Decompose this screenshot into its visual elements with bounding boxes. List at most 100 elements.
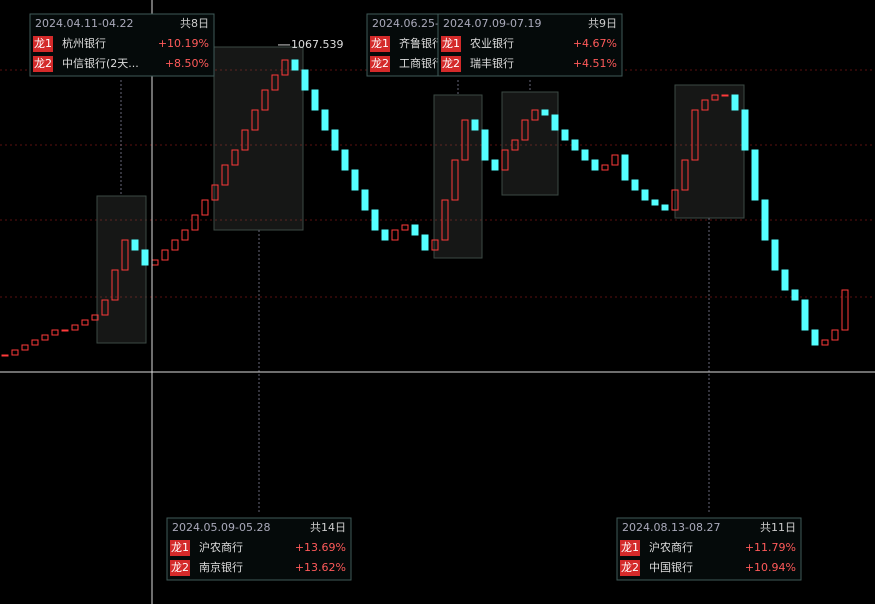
candle [641,189,649,201]
date-range: 2024.05.09-05.28 [172,521,270,534]
stock-name: 杭州银行 [62,36,106,50]
pct-change: +8.50% [165,57,209,70]
rank: 龙2 [34,57,52,70]
stock-name: 中国银行 [649,560,693,574]
candle [711,94,719,101]
candle [181,229,189,241]
peak-label: 1067.539 [291,38,344,51]
candle [1,354,9,357]
candle [741,109,749,151]
candle [531,109,539,121]
rank-badge [441,56,461,72]
candle [111,269,119,301]
candle [351,169,359,191]
candle [281,59,289,76]
candle [751,149,759,201]
candle [101,299,109,316]
rank-badge [370,36,390,52]
candle [471,119,479,131]
rank-badge [620,540,640,556]
stock-name: 农业银行 [470,36,514,50]
candle [491,159,499,171]
rank: 龙1 [442,37,460,50]
day-count: 共11日 [760,521,796,534]
candle [651,199,659,206]
candle [701,99,709,111]
candle [431,239,439,251]
candle [631,179,639,191]
candle [11,349,19,356]
candle [621,154,629,181]
candle [561,129,569,141]
candle [171,239,179,251]
candle [601,164,609,171]
rank: 龙2 [621,561,639,574]
candle [811,329,819,346]
candle [761,199,769,241]
candle [321,109,329,131]
candle [241,129,249,151]
candle [591,159,599,171]
highlight-zone [213,46,304,231]
candle [681,159,689,191]
candle [341,149,349,171]
pct-change: +13.62% [295,561,346,574]
candle [481,129,489,161]
candle [781,269,789,291]
candle [91,314,99,321]
candle [271,74,279,91]
rank: 龙1 [171,541,189,554]
candle [451,159,459,201]
pct-change: +13.69% [295,541,346,554]
candle [511,139,519,151]
candle [371,209,379,231]
candle [361,189,369,211]
pct-change: +4.67% [573,37,617,50]
stock-name: 中信银行(2天... [62,56,139,70]
rank-badge [620,560,640,576]
candle [461,119,469,161]
box-bg [29,13,215,77]
candle [141,249,149,266]
rank-badge [170,540,190,556]
candle [51,329,59,336]
candle [331,129,339,151]
rank-badge [33,56,53,72]
candle [671,189,679,211]
candle [41,334,49,341]
date-range: 2024.06.25-0 [372,17,446,30]
candle [251,109,259,131]
candle [551,114,559,131]
pct-change: +11.79% [745,541,796,554]
candle [311,89,319,111]
candle [841,289,849,331]
candle [501,149,509,171]
candle [201,199,209,216]
stock-name: 沪农商行 [199,540,243,554]
candle [441,199,449,241]
candle [791,289,799,301]
candle [661,204,669,211]
rank: 龙2 [171,561,189,574]
candle [211,184,219,201]
candle [191,214,199,231]
candle [121,239,129,271]
pct-change: +10.94% [745,561,796,574]
candle [721,94,729,97]
pct-change: +10.19% [158,37,209,50]
candle [611,154,619,166]
day-count: 共8日 [180,17,209,30]
rank: 龙2 [442,57,460,70]
candle [771,239,779,271]
stock-name: 南京银行 [199,560,243,574]
candle [581,149,589,161]
candle [421,234,429,251]
candle [151,259,159,266]
rank: 龙1 [34,37,52,50]
candle [521,119,529,141]
box-bg [616,517,802,581]
